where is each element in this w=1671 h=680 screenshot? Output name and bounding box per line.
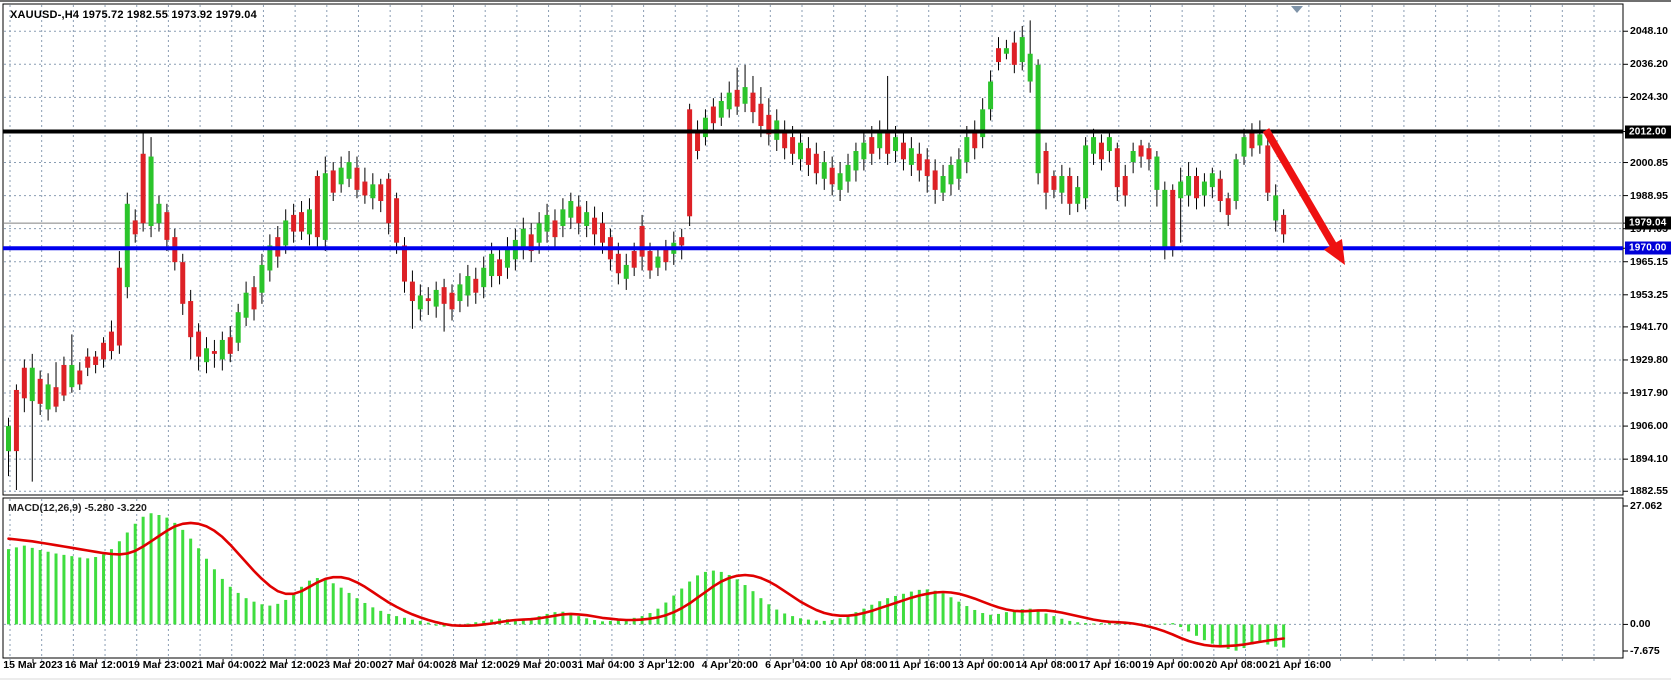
time-axis-label: 29 Mar 20:00 (508, 659, 572, 671)
grid-layer (4, 5, 1622, 664)
time-axis-label: 10 Apr 08:00 (825, 659, 888, 671)
time-axis-label: 4 Apr 20:00 (701, 659, 758, 671)
time-axis-label: 11 Apr 16:00 (889, 659, 951, 671)
time-axis-label: 13 Apr 00:00 (952, 659, 1015, 671)
level-lines (3, 129, 1623, 251)
price-axis-label: 1882.55 (1630, 485, 1668, 498)
price-axis-label: 2048.10 (1630, 25, 1668, 38)
time-axis-label: 14 Apr 08:00 (1015, 659, 1078, 671)
time-axis-label: 27 Mar 04:00 (381, 659, 445, 671)
macd-signal-line (7, 521, 1285, 648)
axis-ticks (32, 30, 1628, 663)
price-axis-label: 2000.85 (1630, 156, 1668, 169)
price-axis-label: 1917.90 (1630, 387, 1668, 400)
price-level-box-2012.00: 2012.00 (1625, 125, 1671, 139)
trend-arrow[interactable] (1262, 128, 1345, 265)
time-axis-label: 23 Mar 20:00 (318, 659, 382, 671)
time-axis-label: 31 Mar 04:00 (571, 659, 635, 671)
macd-indicator-label: MACD(12,26,9) -5.280 -3.220 (8, 502, 147, 514)
price-axis-label: 1953.25 (1630, 288, 1668, 301)
macd-axis-label: 27.062 (1630, 500, 1663, 512)
window-bottom-edge (0, 678, 1671, 680)
time-axis-label: 22 Mar 12:00 (254, 659, 318, 671)
time-axis-label: 21 Apr 16:00 (1268, 659, 1332, 671)
price-axis-label: 2024.30 (1630, 91, 1668, 104)
chart-shift-marker-icon[interactable] (1291, 6, 1303, 13)
time-axis-label: 16 Mar 12:00 (64, 659, 128, 671)
time-axis-label: 15 Mar 2023 (3, 659, 63, 671)
price-level-box-1979.04: 1979.04 (1625, 216, 1671, 230)
price-axis-label: 2036.20 (1630, 58, 1668, 71)
macd-axis-label: 0.00 (1630, 618, 1651, 631)
time-axis-label: 19 Apr 00:00 (1142, 659, 1205, 671)
panel-backgrounds (2, 3, 1624, 659)
time-axis-label: 21 Mar 04:00 (191, 659, 255, 671)
time-axis-label: 20 Apr 08:00 (1205, 659, 1268, 671)
price-axis-label: 1894.10 (1630, 453, 1668, 466)
price-axis-label: 1929.80 (1630, 353, 1668, 366)
macd-axis-label: -7.675 (1630, 645, 1660, 657)
price-axis-label: 1965.15 (1630, 255, 1668, 268)
macd-histogram (7, 513, 1286, 651)
time-axis-label: 28 Mar 12:00 (444, 659, 508, 671)
price-axis-label: 1941.70 (1630, 320, 1668, 333)
time-axis-label: 3 Apr 12:00 (638, 659, 695, 671)
price-axis-label: 1906.00 (1630, 420, 1668, 433)
time-axis-label: 17 Apr 16:00 (1078, 659, 1141, 671)
price-axis-label: 1988.95 (1630, 189, 1668, 202)
time-axis-label: 6 Apr 04:00 (765, 659, 822, 671)
price-level-box-1970.00: 1970.00 (1625, 241, 1671, 255)
chart-title: XAUUSD-,H4 1975.72 1982.55 1973.92 1979.… (10, 9, 257, 21)
time-axis-label: 19 Mar 23:00 (128, 659, 192, 671)
